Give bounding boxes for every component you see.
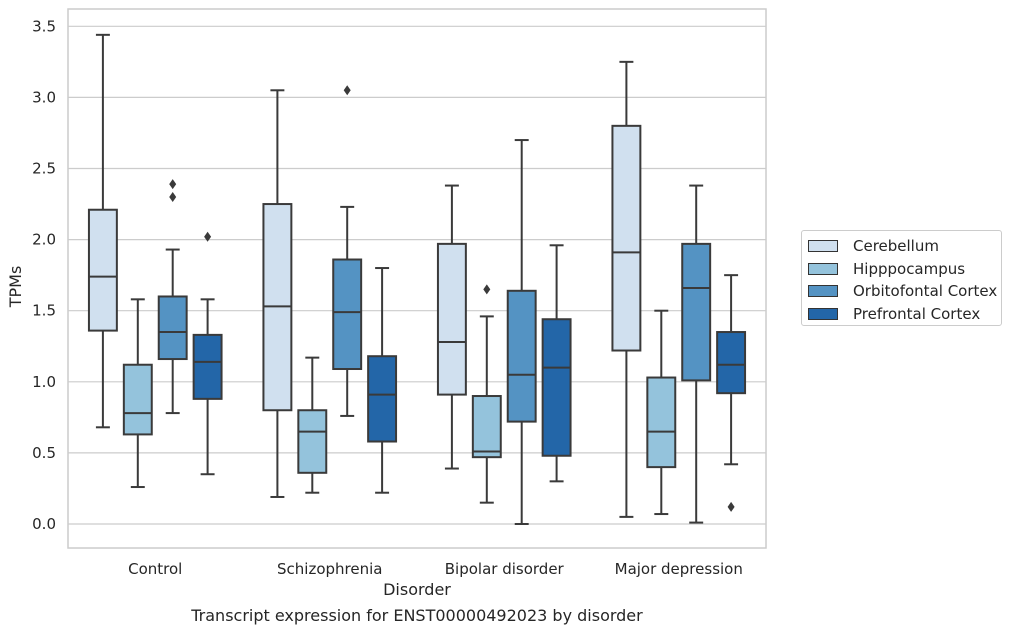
outlier-point — [343, 85, 351, 96]
legend-swatch — [808, 240, 838, 253]
y-tick-label: 3.0 — [32, 88, 56, 106]
legend-swatch — [808, 262, 838, 275]
legend-label: Orbitofontal Cortex — [853, 282, 998, 301]
box-hipppocampus — [297, 409, 328, 474]
legend-label: Cerebellum — [853, 237, 939, 256]
box-cerebellum — [436, 242, 467, 396]
box-orbitofontal-cortex — [681, 242, 712, 382]
outlier-point — [169, 179, 177, 190]
legend-item: Prefrontal Cortex — [808, 303, 1001, 326]
box-orbitofontal-cortex — [157, 295, 188, 361]
y-tick-label: 3.5 — [32, 17, 56, 35]
legend-label: Hipppocampus — [853, 259, 966, 278]
legend-label: Prefrontal Cortex — [853, 304, 981, 323]
box-hipppocampus — [646, 376, 677, 469]
x-axis-title: Disorder — [383, 580, 451, 599]
box-cerebellum — [611, 124, 642, 352]
y-tick-label: 2.5 — [32, 160, 56, 178]
legend-item: Cerebellum — [808, 235, 1001, 258]
legend-swatch — [808, 285, 838, 298]
outlier-point — [204, 231, 212, 242]
legend-item: Orbitofontal Cortex — [808, 280, 1001, 303]
y-tick-label: 0.5 — [32, 444, 56, 462]
box-orbitofontal-cortex — [506, 289, 537, 423]
plot-frame — [67, 8, 767, 549]
box-hipppocampus — [471, 395, 502, 459]
x-tick-label: Control — [128, 560, 182, 578]
box-prefrontal-cortex — [367, 355, 398, 443]
box-prefrontal-cortex — [716, 331, 747, 395]
outlier-point — [727, 501, 735, 512]
outlier-point — [483, 284, 491, 295]
box-hipppocampus — [122, 363, 153, 436]
y-tick-label: 0.0 — [32, 515, 56, 533]
y-axis-title: TPMs — [6, 266, 25, 309]
outlier-point — [169, 191, 177, 202]
y-tick-label: 1.0 — [32, 373, 56, 391]
y-tick-label: 1.5 — [32, 302, 56, 320]
box-orbitofontal-cortex — [332, 258, 363, 371]
chart-caption: Transcript expression for ENST0000049202… — [191, 606, 643, 625]
legend-item: Hipppocampus — [808, 258, 1001, 281]
box-prefrontal-cortex — [541, 318, 572, 457]
box-cerebellum — [87, 208, 118, 332]
box-prefrontal-cortex — [192, 333, 223, 400]
y-tick-label: 2.0 — [32, 231, 56, 249]
x-tick-label: Major depression — [615, 560, 743, 578]
x-tick-label: Schizophrenia — [277, 560, 382, 578]
legend: Cerebellum Hipppocampus Orbitofontal Corte… — [801, 230, 1002, 326]
x-tick-label: Bipolar disorder — [445, 560, 565, 578]
legend-swatch — [808, 307, 838, 320]
